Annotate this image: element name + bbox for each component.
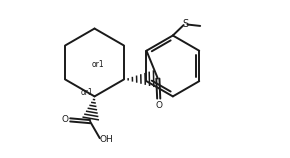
Text: S: S: [183, 19, 189, 29]
Text: O: O: [62, 115, 69, 124]
Text: OH: OH: [99, 134, 113, 143]
Text: O: O: [155, 101, 162, 110]
Text: or1: or1: [92, 60, 104, 69]
Text: or1: or1: [80, 88, 93, 97]
